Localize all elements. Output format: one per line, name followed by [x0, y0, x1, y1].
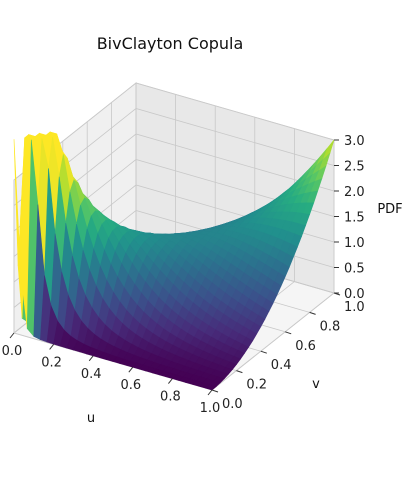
- y-tick-mark: [211, 389, 219, 393]
- y-tick-mark: [236, 370, 243, 374]
- x-tick-label: 0.6: [120, 378, 141, 393]
- z-tick-label: 0.0: [344, 287, 365, 302]
- y-tick-label: 0.8: [320, 319, 341, 334]
- y-axis-label: v: [312, 377, 320, 392]
- x-tick-label: 1.0: [200, 401, 221, 416]
- pdf-surface: [13, 131, 335, 391]
- x-tick-mark: [49, 344, 54, 350]
- y-tick-mark: [309, 311, 316, 315]
- tick-labels: 0.00.20.40.60.81.0 0.00.20.40.60.81.00.00…: [2, 134, 365, 416]
- y-tick-label: 1.0: [344, 300, 365, 315]
- x-tick-mark: [88, 355, 94, 362]
- z-tick-label: 0.5: [344, 262, 365, 277]
- y-tick-label: 0.2: [246, 378, 267, 393]
- chart-title: BivClayton Copula: [97, 34, 244, 53]
- x-tick-label: 0.0: [2, 344, 23, 359]
- surface-facet: [204, 384, 217, 391]
- z-tick-label: 1.0: [344, 236, 365, 251]
- y-tick-mark: [285, 331, 292, 335]
- x-tick-mark: [128, 366, 134, 373]
- x-axis-label: u: [87, 411, 95, 426]
- y-tick-label: 0.0: [222, 397, 243, 412]
- y-tick-label: 0.6: [295, 339, 316, 354]
- x-tick-label: 0.2: [41, 355, 62, 370]
- y-tick-label: 0.4: [271, 358, 292, 373]
- x-tick-mark: [9, 332, 15, 339]
- z-tick-label: 2.5: [344, 160, 365, 175]
- z-tick-label: 3.0: [344, 134, 365, 149]
- z-axis-label: PDF: [377, 202, 402, 217]
- x-tick-mark: [168, 378, 173, 384]
- y-tick-mark: [260, 350, 267, 354]
- x-tick-label: 0.8: [160, 390, 181, 405]
- x-tick-mark: [207, 389, 213, 396]
- x-tick-label: 0.4: [81, 367, 102, 382]
- z-tick-label: 2.0: [344, 185, 365, 200]
- z-tick-label: 1.5: [344, 211, 365, 226]
